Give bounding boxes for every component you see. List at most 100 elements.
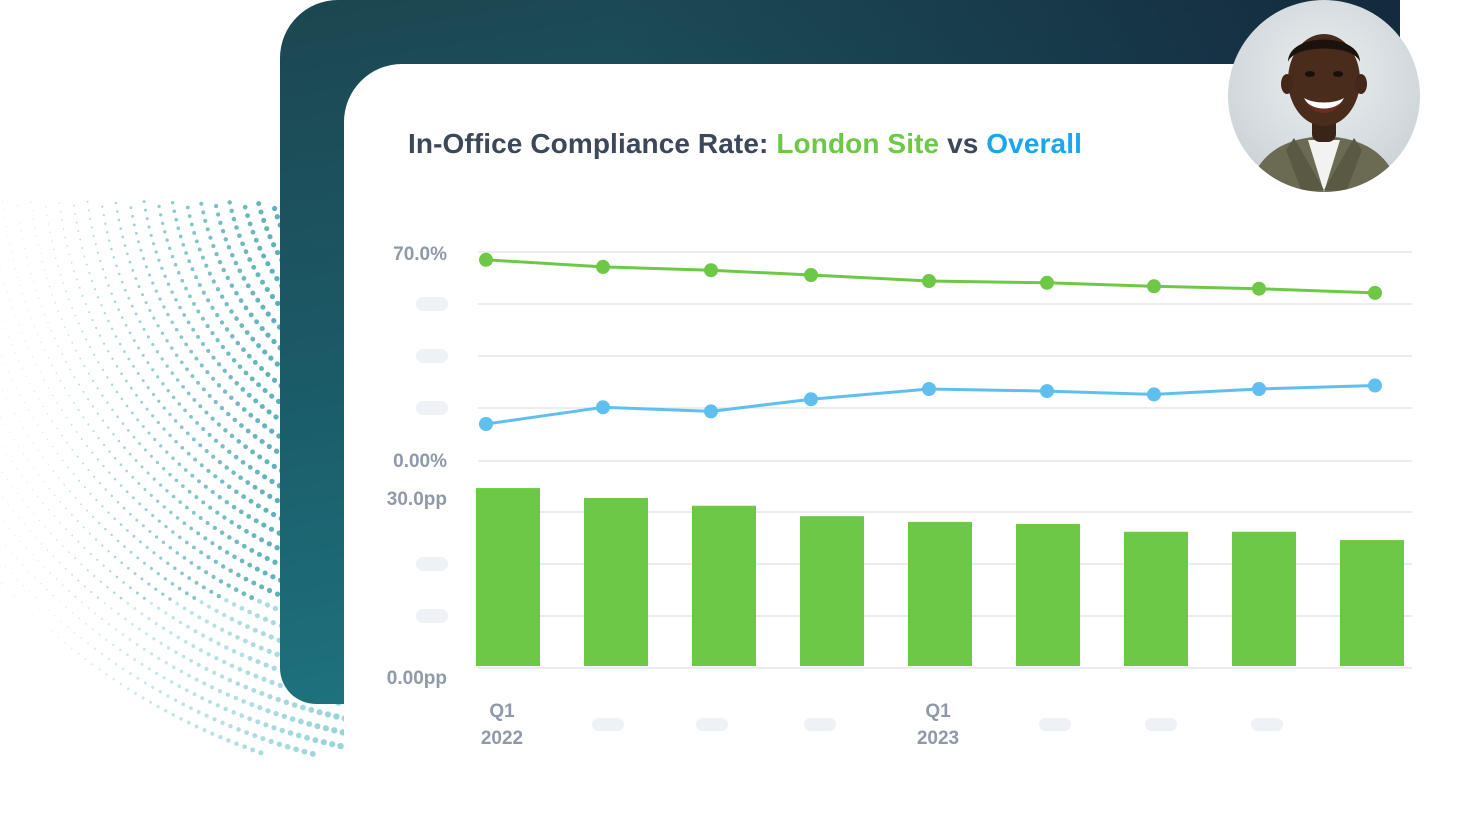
decorative-dot bbox=[102, 564, 105, 567]
decorative-dot bbox=[232, 417, 238, 423]
decorative-dot bbox=[32, 281, 35, 283]
decorative-dot bbox=[26, 482, 28, 484]
decorative-dot bbox=[256, 343, 262, 349]
decorative-dot bbox=[306, 720, 313, 727]
decorative-dot bbox=[192, 692, 197, 697]
decorative-dot bbox=[117, 272, 121, 276]
decorative-dot bbox=[28, 460, 30, 462]
decorative-dot bbox=[132, 339, 136, 342]
decorative-dot bbox=[210, 416, 215, 421]
decorative-dot bbox=[266, 587, 273, 594]
decorative-dot bbox=[201, 633, 206, 638]
decorative-dot bbox=[71, 573, 73, 576]
decorative-dot bbox=[53, 614, 56, 617]
decorative-dot bbox=[174, 439, 178, 444]
decorative-dot bbox=[87, 372, 90, 375]
decorative-dot bbox=[211, 376, 216, 381]
decorative-dot bbox=[91, 319, 94, 322]
decorative-dot bbox=[143, 681, 147, 685]
decorative-dot bbox=[197, 283, 202, 287]
decorative-dot bbox=[158, 297, 162, 301]
data-point bbox=[704, 404, 718, 419]
decorative-dot bbox=[198, 443, 203, 448]
decorative-dot bbox=[219, 405, 225, 411]
decorative-dot bbox=[198, 404, 203, 409]
decorative-dot bbox=[65, 507, 67, 510]
decorative-dot bbox=[134, 277, 138, 280]
decorative-dot bbox=[186, 391, 191, 396]
decorative-dot bbox=[115, 264, 118, 267]
decorative-dot bbox=[16, 205, 18, 207]
decorative-dot bbox=[171, 713, 176, 717]
decorative-dot bbox=[275, 300, 281, 307]
decorative-dot bbox=[218, 734, 223, 740]
ytick-placeholder bbox=[416, 349, 448, 363]
decorative-dot bbox=[197, 615, 202, 620]
decorative-dot bbox=[216, 422, 222, 427]
decorative-dot bbox=[251, 533, 257, 539]
decorative-dot bbox=[89, 552, 92, 555]
decorative-dot bbox=[162, 427, 166, 431]
decorative-dot bbox=[57, 636, 60, 639]
decorative-dot bbox=[255, 418, 261, 424]
decorative-dot bbox=[261, 253, 267, 259]
decorative-dot bbox=[62, 459, 64, 462]
decorative-dot bbox=[8, 243, 10, 245]
decorative-dot bbox=[203, 218, 208, 223]
decorative-dot bbox=[218, 579, 224, 584]
decorative-dot bbox=[287, 730, 294, 736]
decorative-dot bbox=[259, 584, 265, 590]
decorative-dot bbox=[147, 667, 151, 671]
decorative-dot bbox=[130, 304, 134, 308]
decorative-dot bbox=[33, 390, 36, 392]
decorative-dot bbox=[3, 208, 5, 211]
decorative-dot bbox=[101, 368, 104, 372]
decorative-dot bbox=[16, 558, 18, 560]
decorative-dot bbox=[101, 205, 104, 208]
decorative-dot bbox=[79, 238, 82, 241]
decorative-dot bbox=[231, 602, 237, 607]
decorative-dot bbox=[211, 243, 216, 249]
decorative-dot bbox=[181, 242, 186, 247]
decorative-dot bbox=[77, 230, 80, 233]
decorative-dot bbox=[244, 730, 249, 735]
decorative-dot bbox=[131, 475, 135, 479]
decorative-dot bbox=[200, 316, 205, 321]
decorative-dot bbox=[52, 555, 55, 558]
decorative-dot bbox=[77, 322, 80, 325]
decorative-dot bbox=[135, 642, 139, 646]
decorative-dot bbox=[135, 518, 139, 522]
decorative-dot bbox=[163, 577, 167, 581]
decorative-dot bbox=[61, 219, 63, 221]
ytick-placeholder bbox=[416, 297, 448, 311]
decorative-dot bbox=[151, 368, 155, 372]
decorative-dot bbox=[171, 456, 175, 460]
decorative-dot bbox=[16, 276, 19, 278]
decorative-dot bbox=[225, 275, 230, 281]
decorative-dot bbox=[52, 394, 54, 397]
decorative-dot bbox=[186, 625, 190, 629]
decorative-dot bbox=[163, 274, 167, 278]
decorative-dot bbox=[14, 268, 16, 270]
decorative-dot bbox=[35, 235, 38, 237]
decorative-dot bbox=[110, 533, 113, 537]
decorative-dot bbox=[178, 500, 183, 504]
decorative-dot bbox=[206, 555, 211, 560]
decorative-dot bbox=[214, 656, 219, 661]
decorative-dot bbox=[204, 570, 209, 575]
decorative-dot bbox=[271, 317, 277, 324]
decorative-dot bbox=[98, 633, 101, 636]
decorative-dot bbox=[269, 679, 275, 686]
decorative-dot-pattern bbox=[0, 200, 349, 757]
decorative-dot bbox=[27, 309, 29, 311]
decorative-dot bbox=[178, 620, 183, 625]
decorative-dot bbox=[259, 403, 265, 410]
decorative-dot bbox=[194, 356, 199, 361]
decorative-dot bbox=[263, 722, 269, 728]
decorative-dot bbox=[223, 428, 228, 433]
decorative-dot bbox=[164, 661, 168, 665]
decorative-dot bbox=[174, 298, 178, 302]
decorative-dot bbox=[120, 316, 124, 319]
decorative-dot bbox=[175, 516, 180, 520]
decorative-dot bbox=[235, 681, 241, 687]
